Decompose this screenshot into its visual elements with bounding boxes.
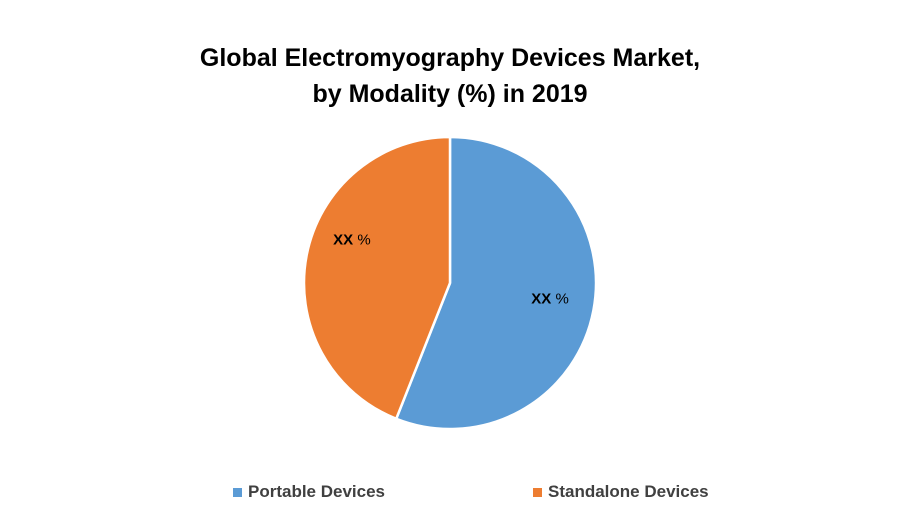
chart-title-line-1: Global Electromyography Devices Market,	[199, 44, 701, 72]
legend-label-standalone: Standalone Devices	[548, 482, 709, 501]
chart-title: Global Electromyography Devices Market, …	[0, 40, 900, 112]
pie-slice-portable-devices	[395, 135, 598, 431]
data-label-portable-devices: XX %	[531, 290, 569, 307]
legend: Portable Devices Standalone Devices	[0, 482, 900, 506]
legend-label-portable: Portable Devices	[248, 482, 386, 501]
legend-swatch-portable	[233, 487, 242, 497]
legend-item-portable-devices: Portable Devices	[233, 482, 385, 502]
pie-slice-standalone-devices	[302, 135, 452, 420]
legend-item-standalone-devices: Standalone Devices	[533, 482, 709, 502]
chart-title-line-2: by Modality (%) in 2019	[312, 80, 588, 108]
data-label-standalone-devices: XX %	[333, 232, 371, 249]
legend-swatch-standalone	[533, 487, 542, 497]
